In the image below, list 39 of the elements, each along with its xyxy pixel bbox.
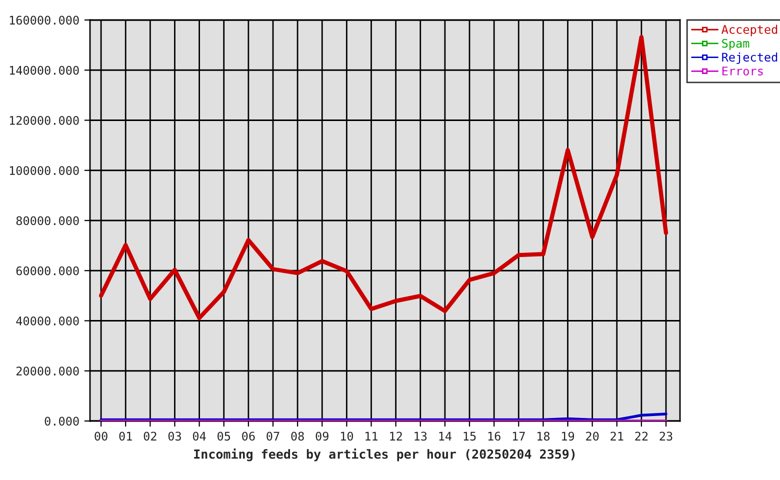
legend-label: Errors: [722, 66, 763, 76]
x-tick-label: 23: [660, 432, 672, 441]
x-tick-label: 02: [144, 432, 156, 441]
x-tick-label: 20: [586, 432, 599, 441]
y-tick-label: 100000.000: [10, 166, 79, 176]
x-tick-label: 07: [266, 432, 280, 441]
y-tick-label: 80000.000: [16, 216, 79, 226]
x-tick-label: 05: [218, 432, 230, 441]
legend-label: Spam: [722, 38, 750, 50]
y-tick-label: 160000.000: [10, 16, 79, 25]
x-tick-label: 21: [610, 432, 624, 440]
x-tick-label: 06: [242, 432, 255, 441]
x-axis-title: Incoming feeds by articles per hour (20250204 2359): [194, 448, 575, 462]
line-series: [98, 34, 668, 320]
x-tick-label: 17: [512, 432, 525, 440]
x-tick-label: 10: [340, 432, 354, 441]
legend-label: Accepted: [722, 24, 778, 36]
x-tick-label: 12: [390, 432, 402, 440]
y-tick-label: 60000.000: [16, 266, 79, 276]
x-tick-label: 22: [635, 432, 648, 440]
x-tick-label: 03: [168, 432, 181, 441]
y-tick-label: 120000.000: [10, 116, 79, 125]
x-tick-label: 09: [316, 432, 328, 441]
x-tick-label: 00: [94, 432, 108, 441]
y-tick-label: 40000.000: [16, 316, 79, 326]
x-tick-label: 11: [366, 432, 378, 440]
y-tick-label: 20000.000: [16, 366, 79, 376]
legend-label: Rejected: [722, 52, 778, 64]
x-tick-label: 15: [464, 432, 476, 441]
x-tick-label: 16: [488, 432, 500, 441]
x-tick-label: 14: [439, 432, 452, 440]
y-tick-label: 140000.000: [10, 66, 79, 75]
x-tick-label: 13: [414, 432, 427, 441]
x-tick-label: 19: [562, 432, 574, 441]
y-tick-label: 0.000: [44, 416, 79, 426]
x-tick-label: 01: [119, 432, 132, 441]
x-tick-label: 08: [291, 432, 304, 441]
x-tick-label: 04: [192, 432, 206, 441]
x-tick-label: 18: [537, 432, 550, 441]
